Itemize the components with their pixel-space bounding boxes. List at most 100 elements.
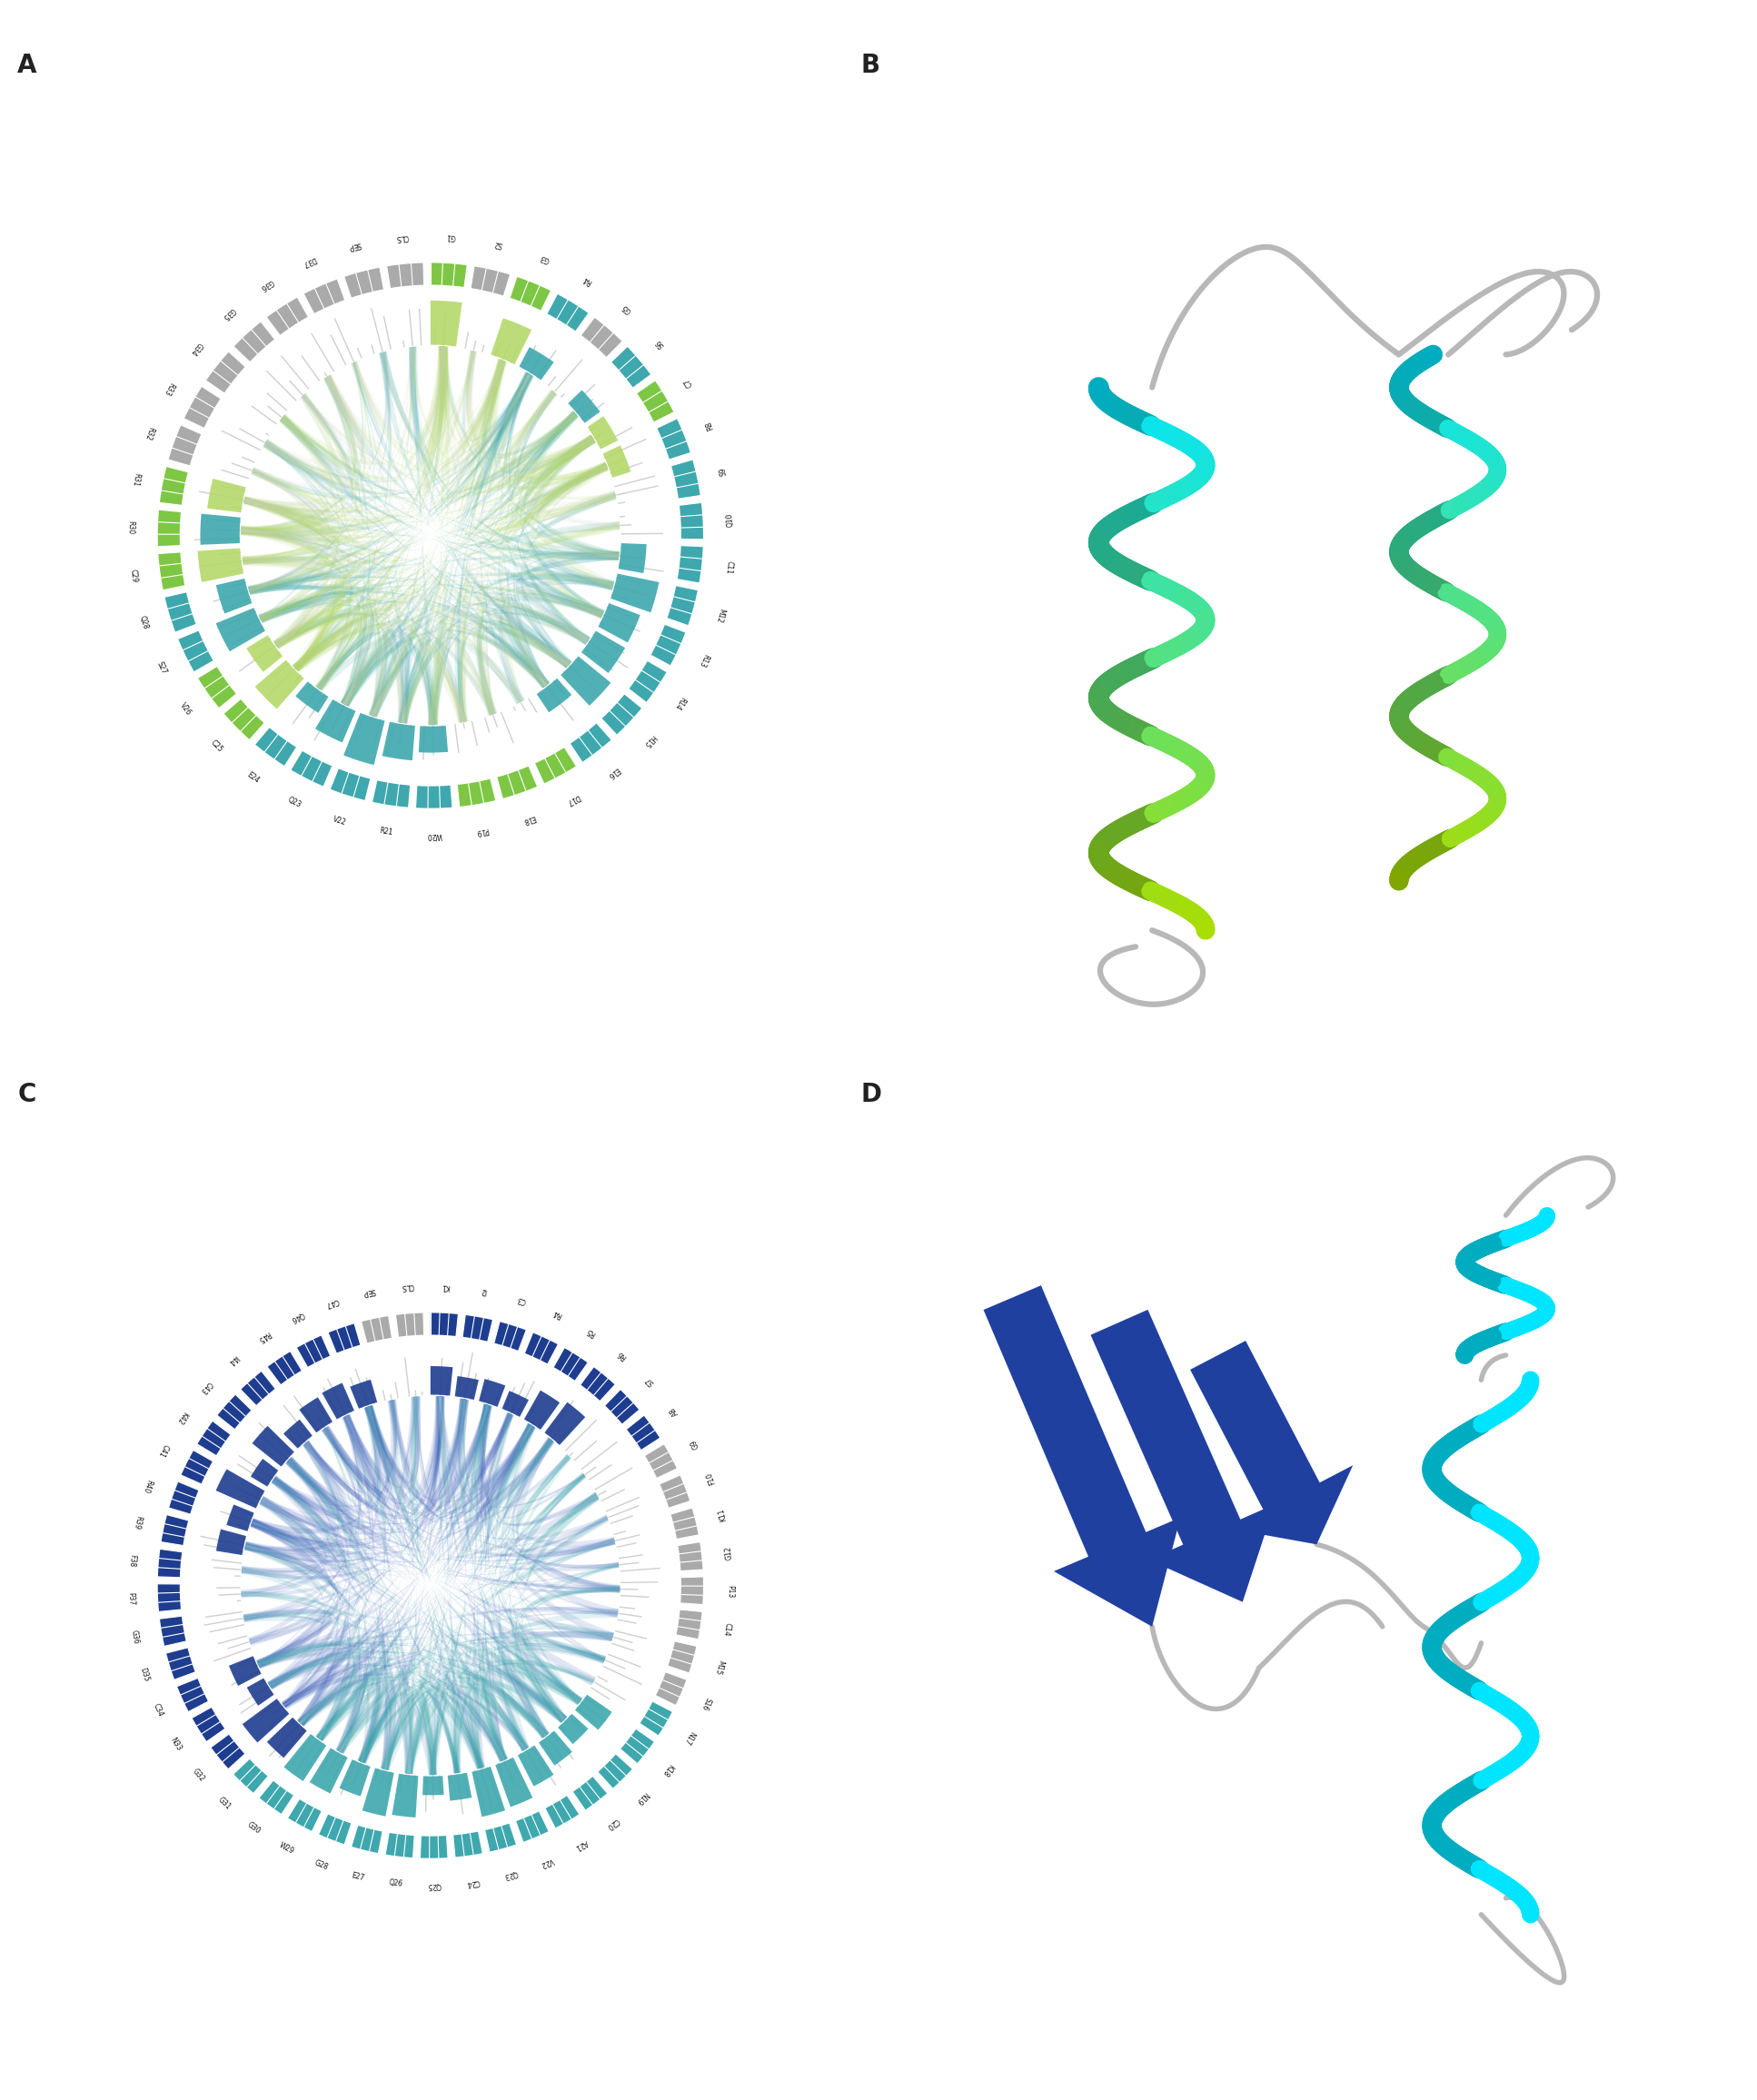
Polygon shape xyxy=(460,412,576,722)
Polygon shape xyxy=(283,1396,418,1707)
Text: C25: C25 xyxy=(209,739,225,754)
Polygon shape xyxy=(517,391,618,559)
Polygon shape xyxy=(344,712,385,764)
Polygon shape xyxy=(244,1396,441,1619)
Polygon shape xyxy=(244,498,434,724)
Text: R8: R8 xyxy=(705,420,715,430)
Polygon shape xyxy=(274,598,353,670)
Polygon shape xyxy=(490,359,613,588)
Polygon shape xyxy=(258,1644,355,1741)
Polygon shape xyxy=(241,395,350,531)
Polygon shape xyxy=(364,1396,422,1483)
Polygon shape xyxy=(242,374,531,563)
Polygon shape xyxy=(318,1684,409,1774)
Polygon shape xyxy=(517,569,613,643)
Polygon shape xyxy=(525,552,618,615)
Polygon shape xyxy=(392,1396,441,1512)
Text: C3: C3 xyxy=(515,1294,527,1304)
Polygon shape xyxy=(529,464,613,588)
Polygon shape xyxy=(216,607,265,651)
Polygon shape xyxy=(241,1567,395,1770)
Polygon shape xyxy=(244,496,383,716)
Polygon shape xyxy=(251,1405,488,1544)
Polygon shape xyxy=(392,1774,418,1816)
Polygon shape xyxy=(300,1443,348,1724)
Polygon shape xyxy=(369,645,409,722)
Polygon shape xyxy=(241,529,589,643)
Polygon shape xyxy=(318,1688,434,1775)
Polygon shape xyxy=(351,361,571,668)
Polygon shape xyxy=(293,393,358,670)
Polygon shape xyxy=(481,1670,568,1762)
Polygon shape xyxy=(439,347,618,559)
Polygon shape xyxy=(337,1682,483,1768)
Polygon shape xyxy=(367,1396,418,1489)
Polygon shape xyxy=(283,1396,443,1707)
Polygon shape xyxy=(318,347,445,689)
Polygon shape xyxy=(264,372,532,493)
Polygon shape xyxy=(323,1424,534,1516)
Polygon shape xyxy=(244,1495,597,1575)
Polygon shape xyxy=(385,1833,415,1858)
Polygon shape xyxy=(399,640,467,722)
Polygon shape xyxy=(274,601,548,687)
Polygon shape xyxy=(249,1518,395,1770)
Polygon shape xyxy=(276,347,445,647)
Polygon shape xyxy=(260,493,617,620)
Polygon shape xyxy=(295,615,522,704)
Polygon shape xyxy=(304,1443,620,1594)
Polygon shape xyxy=(474,1405,582,1705)
Polygon shape xyxy=(522,1491,599,1722)
Polygon shape xyxy=(367,1405,483,1768)
Polygon shape xyxy=(506,412,590,643)
Text: I2: I2 xyxy=(480,1285,488,1296)
Text: C29: C29 xyxy=(128,569,139,584)
Polygon shape xyxy=(216,578,251,613)
Polygon shape xyxy=(325,361,383,445)
Polygon shape xyxy=(244,498,589,643)
Polygon shape xyxy=(265,441,378,716)
Polygon shape xyxy=(476,1474,585,1768)
Polygon shape xyxy=(244,1424,534,1562)
Polygon shape xyxy=(504,391,608,487)
Polygon shape xyxy=(453,1663,582,1772)
Polygon shape xyxy=(439,347,578,460)
Polygon shape xyxy=(241,525,364,706)
Polygon shape xyxy=(383,1688,504,1770)
Polygon shape xyxy=(520,550,618,643)
Polygon shape xyxy=(474,1516,608,1768)
Polygon shape xyxy=(242,1441,351,1621)
Polygon shape xyxy=(518,464,608,502)
Polygon shape xyxy=(241,527,367,706)
Polygon shape xyxy=(344,267,383,298)
Polygon shape xyxy=(269,1642,566,1722)
Polygon shape xyxy=(430,1678,483,1774)
Polygon shape xyxy=(299,1672,506,1762)
Polygon shape xyxy=(522,435,596,645)
Polygon shape xyxy=(337,1672,548,1754)
Polygon shape xyxy=(441,347,608,481)
Polygon shape xyxy=(281,1632,613,1709)
Polygon shape xyxy=(316,1672,369,1741)
Polygon shape xyxy=(467,351,594,466)
Polygon shape xyxy=(462,1315,492,1342)
Polygon shape xyxy=(383,1670,546,1770)
Polygon shape xyxy=(251,1518,351,1741)
Polygon shape xyxy=(464,1676,529,1768)
Polygon shape xyxy=(503,391,608,489)
Polygon shape xyxy=(513,580,604,645)
Text: C11: C11 xyxy=(724,561,733,575)
Polygon shape xyxy=(316,1438,553,1741)
Polygon shape xyxy=(397,609,590,724)
Text: I44: I44 xyxy=(227,1352,241,1367)
Polygon shape xyxy=(362,1768,394,1817)
Polygon shape xyxy=(316,412,576,689)
Polygon shape xyxy=(242,546,336,565)
Polygon shape xyxy=(241,1592,506,1762)
Polygon shape xyxy=(251,372,532,500)
Polygon shape xyxy=(297,1640,606,1726)
Polygon shape xyxy=(357,1693,437,1775)
Polygon shape xyxy=(381,353,504,454)
Polygon shape xyxy=(260,1497,615,1562)
Polygon shape xyxy=(422,1777,445,1796)
